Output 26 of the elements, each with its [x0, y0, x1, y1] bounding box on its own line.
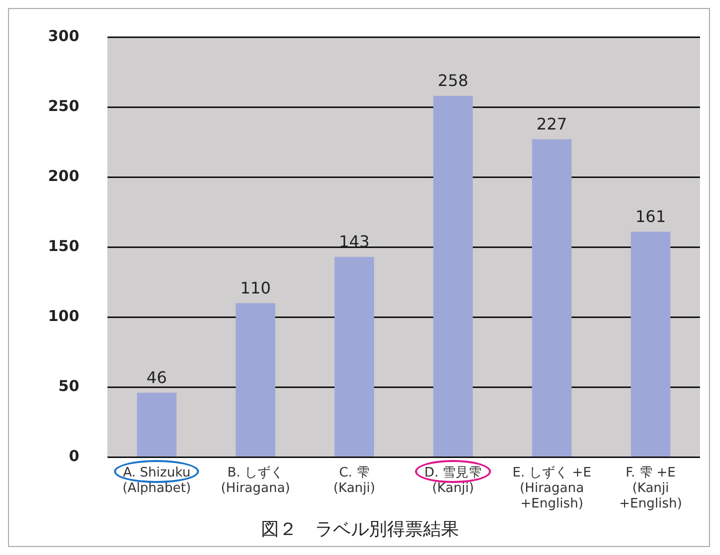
x-tick-label: E. しずく +E (Hiragana +English) — [512, 465, 592, 512]
bar — [630, 232, 670, 456]
data-label: 227 — [536, 114, 568, 134]
bar — [136, 392, 176, 456]
text: 図２ ラベル別得票結果 — [260, 518, 460, 541]
y-tick-label: 100 — [48, 307, 80, 326]
bar — [532, 139, 572, 456]
x-tick-label: B. しずく (Hiragana) — [220, 465, 290, 496]
x-tick-label: D. 雪見雫 (Kanji) — [424, 465, 482, 496]
data-label: 143 — [338, 232, 370, 252]
bar — [334, 256, 374, 456]
bar — [236, 303, 276, 456]
data-label: 46 — [146, 368, 167, 387]
y-tick-label: 250 — [48, 96, 80, 115]
data-label: 110 — [240, 278, 271, 298]
bar — [433, 96, 473, 456]
data-label: 258 — [438, 70, 468, 90]
y-tick-label: 150 — [48, 236, 80, 255]
y-tick-label: 200 — [48, 166, 80, 185]
y-tick-label: 50 — [58, 377, 80, 396]
y-tick-label: 0 — [68, 447, 80, 466]
data-label: 161 — [635, 206, 666, 226]
x-tick-label: A. Shizuku (Alphabet) — [122, 465, 191, 496]
x-tick-label: F. 雫 +E (Kanji +English) — [619, 465, 682, 512]
x-tick-label: C. 雫 (Kanji) — [333, 465, 376, 496]
y-tick-label: 300 — [48, 26, 80, 45]
